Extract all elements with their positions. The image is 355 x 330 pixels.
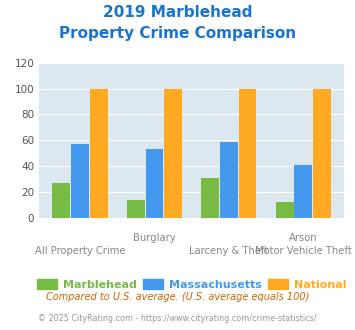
Text: All Property Crime: All Property Crime (35, 246, 125, 256)
Text: Compared to U.S. average. (U.S. average equals 100): Compared to U.S. average. (U.S. average … (46, 292, 309, 302)
Bar (164, 88, 182, 218)
Bar (71, 144, 89, 218)
Bar (127, 200, 145, 218)
Bar (220, 142, 238, 218)
Text: Arson: Arson (289, 233, 318, 243)
Bar (313, 88, 331, 218)
Text: 2019 Marblehead: 2019 Marblehead (103, 5, 252, 20)
Bar (276, 202, 294, 218)
Bar (239, 88, 256, 218)
Text: Burglary: Burglary (133, 233, 176, 243)
Bar (201, 178, 219, 218)
Bar (90, 88, 108, 218)
Bar (53, 183, 70, 218)
Bar (146, 149, 163, 218)
Text: Motor Vehicle Theft: Motor Vehicle Theft (255, 246, 352, 256)
Text: Larceny & Theft: Larceny & Theft (189, 246, 269, 256)
Legend: Marblehead, Massachusetts, National: Marblehead, Massachusetts, National (33, 275, 351, 294)
Text: Property Crime Comparison: Property Crime Comparison (59, 26, 296, 41)
Bar (294, 165, 312, 218)
Text: © 2025 CityRating.com - https://www.cityrating.com/crime-statistics/: © 2025 CityRating.com - https://www.city… (38, 314, 317, 323)
